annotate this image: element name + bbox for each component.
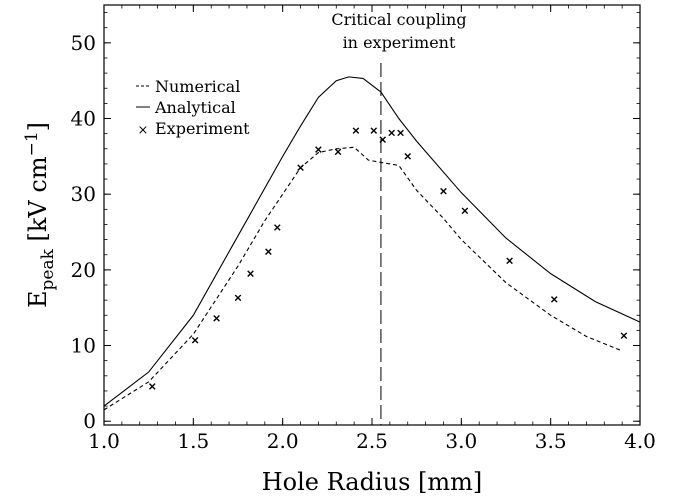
- legend-label-numerical: Numerical: [155, 77, 240, 96]
- y-axis-label: Epeak [kV cm−1]: [22, 122, 58, 308]
- legend: Numerical Analytical × Experiment: [136, 77, 250, 138]
- y-tick-label: 30: [71, 182, 96, 206]
- experiment-point: [352, 127, 360, 134]
- experiment-point: [334, 148, 342, 156]
- y-axis-label-sup: −1: [22, 131, 42, 156]
- plot-layer: [103, 63, 641, 425]
- x-tick-label: 1.5: [177, 429, 209, 453]
- experiment-point: [550, 296, 558, 303]
- y-axis-label-sub: peak: [38, 248, 58, 290]
- y-tick-label: 0: [83, 409, 96, 433]
- y-tick-label: 50: [71, 31, 96, 55]
- experiment-point: [440, 187, 447, 195]
- legend-label-analytical: Analytical: [154, 98, 236, 117]
- x-tick-label: 3.5: [535, 429, 567, 453]
- analytical-line: [103, 76, 641, 407]
- experiment-point: [397, 129, 404, 137]
- y-axis-label-units: [kV cm: [24, 156, 52, 249]
- experiment-point: [191, 336, 199, 344]
- numerical-line: [103, 146, 623, 411]
- experiment-point: [148, 383, 156, 390]
- experiment-point: [213, 315, 220, 322]
- y-axis-label-main: E: [24, 291, 52, 309]
- x-tick-label: 4.0: [624, 429, 656, 453]
- experiment-point: [370, 127, 378, 134]
- y-axis-label-close: ]: [24, 122, 52, 131]
- legend-marker-experiment: ×: [138, 123, 149, 138]
- experiment-point: [506, 257, 513, 265]
- experiment-point: [297, 164, 304, 171]
- x-tick-label: 3.0: [445, 429, 477, 453]
- x-tick-label: 1.0: [88, 429, 120, 453]
- annotation-label-line1: Critical coupling: [331, 10, 466, 29]
- y-tick-label: 40: [71, 107, 96, 131]
- legend-label-experiment: Experiment: [155, 119, 250, 138]
- y-tick-label: 20: [71, 258, 96, 282]
- annotation-label-line2: in experiment: [343, 33, 456, 52]
- y-tick-label: 10: [71, 334, 96, 358]
- experiment-point: [315, 146, 322, 153]
- experiment-point: [234, 294, 242, 302]
- experiment-point: [388, 129, 395, 137]
- experiment-point: [461, 207, 469, 215]
- ticks-layer: 1.0 1.5 2.0 2.5 3.0 3.5 4.0 0 10 20 30 40 50: [71, 5, 656, 453]
- experiment-point: [620, 332, 628, 339]
- x-tick-label: 2.5: [356, 429, 388, 453]
- x-tick-label: 2.0: [267, 429, 299, 453]
- experiment-point: [274, 224, 281, 231]
- x-axis-label: Hole Radius [mm]: [262, 468, 483, 496]
- experiment-point: [265, 248, 272, 255]
- experiment-point: [404, 153, 412, 160]
- experiment-point: [247, 270, 254, 277]
